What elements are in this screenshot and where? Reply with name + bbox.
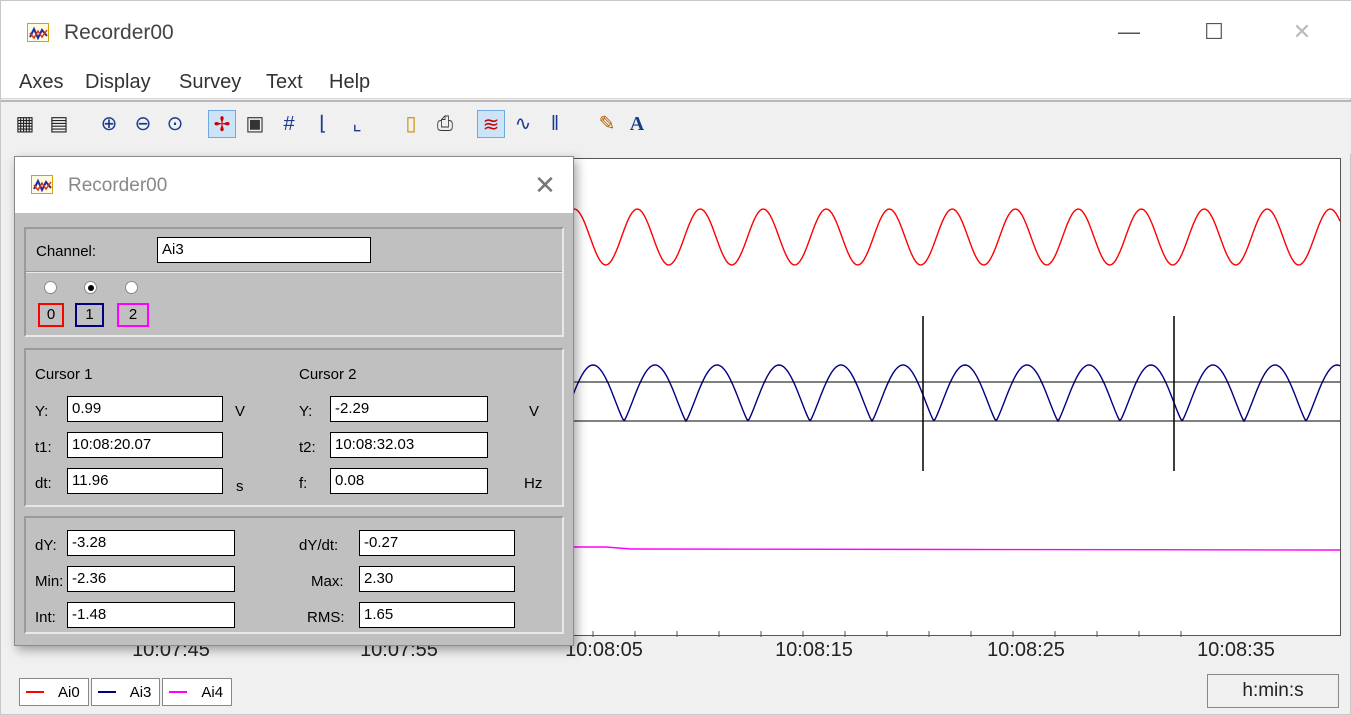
menu-display[interactable]: Display bbox=[85, 71, 151, 93]
cursor-icon[interactable]: ✢ bbox=[208, 110, 236, 138]
min-field[interactable]: -2.36 bbox=[67, 566, 235, 592]
rms-label: RMS: bbox=[307, 609, 345, 626]
dy-label: dY: bbox=[35, 537, 57, 554]
legend: Ai0 Ai3 Ai4 bbox=[19, 678, 234, 706]
title-bar: Recorder00 — ☐ ✕ bbox=[1, 1, 1351, 63]
zoom-out-icon[interactable]: ⊖ bbox=[134, 113, 152, 135]
legend-swatch bbox=[97, 691, 116, 693]
grid-icon[interactable]: # bbox=[283, 113, 295, 135]
channel-label: Channel: bbox=[36, 243, 97, 260]
channel-1-radio[interactable] bbox=[84, 281, 97, 294]
waveform-icon[interactable]: ∿ bbox=[514, 113, 532, 135]
bars-icon[interactable]: ‖ bbox=[550, 113, 560, 135]
zoom-reset-icon[interactable]: ⊙ bbox=[166, 113, 184, 135]
cursor-panel: Cursor 1 Y: 0.99 V t1: 10:08:20.07 dt: 1… bbox=[24, 348, 564, 507]
cursor-dialog: Recorder00 ✕ Channel: Ai3 0 1 2 Cursor 1… bbox=[14, 156, 574, 646]
cursor1-dt-field[interactable]: 11.96 bbox=[67, 468, 223, 494]
clipboard-icon[interactable]: ▯ bbox=[405, 113, 417, 135]
channel-1-box[interactable]: 1 bbox=[75, 303, 104, 327]
maximize-button[interactable]: ☐ bbox=[1204, 19, 1224, 44]
cursor1-dt-unit: s bbox=[236, 478, 244, 495]
zoom-in-icon[interactable]: ⊕ bbox=[100, 113, 118, 135]
dy-field[interactable]: -3.28 bbox=[67, 530, 235, 556]
x-tick-label: 10:08:15 bbox=[775, 639, 853, 661]
menu-help[interactable]: Help bbox=[329, 71, 371, 93]
cursor2-y-label: Y: bbox=[299, 403, 313, 420]
legend-swatch bbox=[169, 691, 188, 693]
channel-field[interactable]: Ai3 bbox=[157, 237, 371, 263]
cursor1-header: Cursor 1 bbox=[35, 366, 93, 383]
dydt-label: dY/dt: bbox=[299, 537, 339, 554]
channel-0-radio[interactable] bbox=[44, 281, 57, 294]
dialog-close-button[interactable]: ✕ bbox=[534, 170, 556, 200]
max-field[interactable]: 2.30 bbox=[359, 566, 515, 592]
dialog-title-bar: Recorder00 ✕ bbox=[15, 157, 573, 213]
save-icon[interactable]: ▣ bbox=[245, 113, 265, 135]
int-field[interactable]: -1.48 bbox=[67, 602, 235, 628]
legend-label: Ai4 bbox=[201, 683, 224, 701]
cursor2-f-unit: Hz bbox=[524, 475, 543, 492]
app-logo-icon bbox=[31, 175, 53, 194]
window-title: Recorder00 bbox=[64, 21, 174, 44]
menu-survey[interactable]: Survey bbox=[179, 71, 242, 93]
x-tick-label: 10:08:25 bbox=[987, 639, 1065, 661]
dydt-field[interactable]: -0.27 bbox=[359, 530, 515, 556]
legend-item-ai4[interactable]: Ai4 bbox=[162, 678, 233, 706]
cursor2-f-field[interactable]: 0.08 bbox=[330, 468, 488, 494]
legend-swatch bbox=[26, 691, 44, 693]
max-label: Max: bbox=[311, 573, 344, 590]
cursor2-t-field[interactable]: 10:08:32.03 bbox=[330, 432, 488, 458]
menu-bar: Axes Display Survey Text Help bbox=[1, 63, 1351, 99]
x-axis-icon[interactable]: ⌊ bbox=[319, 113, 327, 135]
menu-text[interactable]: Text bbox=[266, 71, 303, 93]
scale-y-icon[interactable]: ▤ bbox=[49, 113, 69, 135]
toolbar: ▦ ▤ ⊕ ⊖ ⊙ ✢ ▣ # ⌊ ⌞ ▯ ⎙ ≋ ∿ ‖ ✎ A bbox=[1, 100, 1351, 154]
legend-label: Ai3 bbox=[129, 683, 152, 701]
x-unit-label[interactable]: h:min:s bbox=[1207, 674, 1339, 708]
int-label: Int: bbox=[35, 609, 56, 626]
close-button[interactable]: ✕ bbox=[1292, 19, 1312, 44]
x-tick-label: 10:08:05 bbox=[565, 639, 643, 661]
cursor1-t-field[interactable]: 10:08:20.07 bbox=[67, 432, 223, 458]
rms-field[interactable]: 1.65 bbox=[359, 602, 515, 628]
cursor1-t-label: t1: bbox=[35, 439, 52, 456]
cursor2-y-unit: V bbox=[529, 403, 540, 420]
y-axis-icon[interactable]: ⌞ bbox=[352, 113, 362, 135]
dialog-title: Recorder00 bbox=[68, 175, 168, 196]
x-tick-label: 10:08:35 bbox=[1197, 639, 1275, 661]
stats-panel: dY: -3.28 dY/dt: -0.27 Min: -2.36 Max: 2… bbox=[24, 516, 564, 634]
print-icon[interactable]: ⎙ bbox=[437, 113, 453, 135]
minimize-button[interactable]: — bbox=[1118, 19, 1140, 44]
legend-item-ai0[interactable]: Ai0 bbox=[19, 678, 89, 706]
text-font-icon[interactable]: A bbox=[629, 113, 645, 135]
divider bbox=[26, 271, 562, 273]
cursor1-y-unit: V bbox=[235, 403, 246, 420]
channel-0-box[interactable]: 0 bbox=[38, 303, 64, 327]
channel-2-box[interactable]: 2 bbox=[117, 303, 149, 327]
channel-2-radio[interactable] bbox=[125, 281, 138, 294]
scale-x-icon[interactable]: ▦ bbox=[15, 113, 35, 135]
cursor2-t-label: t2: bbox=[299, 439, 316, 456]
cursor1-dt-label: dt: bbox=[35, 475, 52, 492]
min-label: Min: bbox=[35, 573, 64, 590]
cursor1-y-field[interactable]: 0.99 bbox=[67, 396, 223, 422]
cursor2-header: Cursor 2 bbox=[299, 366, 357, 383]
cursor2-f-label: f: bbox=[299, 475, 308, 492]
signals-icon[interactable]: ≋ bbox=[477, 110, 505, 138]
menu-axes[interactable]: Axes bbox=[19, 71, 64, 93]
cursor1-y-label: Y: bbox=[35, 403, 49, 420]
legend-label: Ai0 bbox=[58, 683, 80, 701]
channel-panel: Channel: Ai3 0 1 2 bbox=[24, 227, 564, 337]
cursor2-y-field[interactable]: -2.29 bbox=[330, 396, 488, 422]
brush-icon[interactable]: ✎ bbox=[598, 113, 616, 135]
legend-item-ai3[interactable]: Ai3 bbox=[90, 678, 161, 706]
app-logo-icon bbox=[27, 23, 49, 42]
